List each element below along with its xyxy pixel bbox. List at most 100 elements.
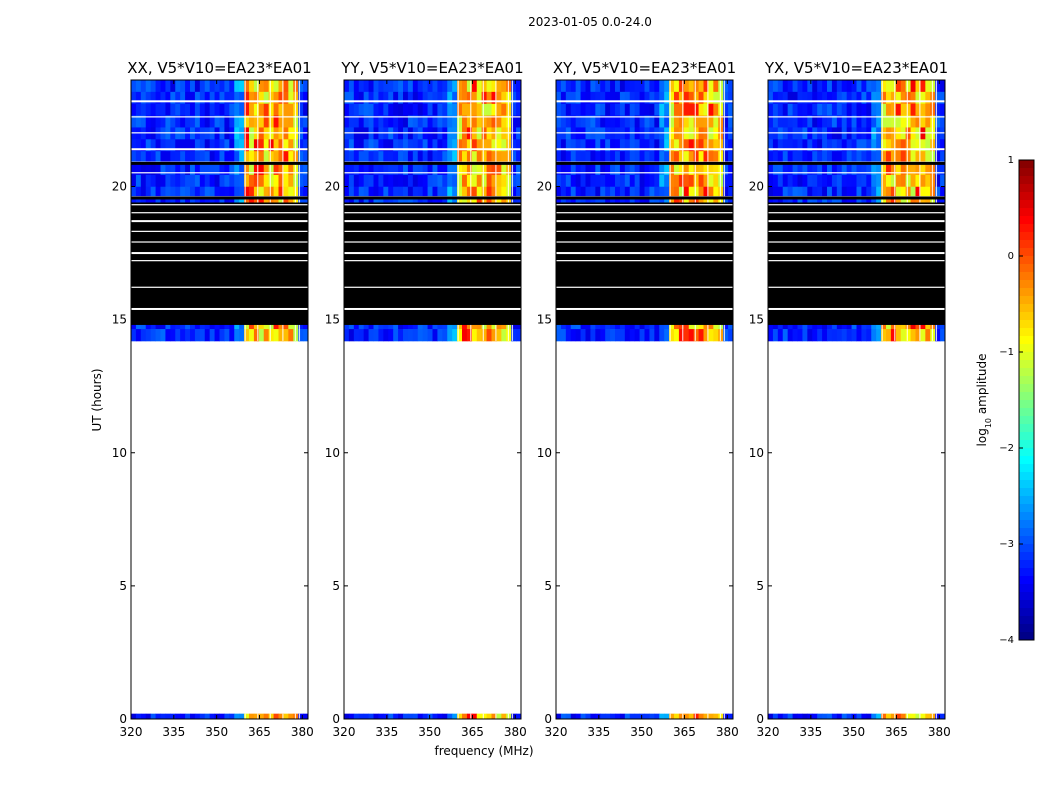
heatmap-cell (466, 91, 473, 105)
heatmap-cell (841, 186, 848, 199)
heatmap-cell (383, 139, 389, 152)
heatmap-cell (728, 103, 734, 116)
x-tick-label: 350 (418, 725, 441, 739)
heatmap-cell (610, 80, 616, 93)
heatmap-cell (501, 115, 507, 128)
heatmap-cell (393, 139, 399, 152)
heatmap-cell (876, 713, 882, 720)
heatmap-cell (185, 80, 191, 93)
heatmap-cell (268, 163, 274, 176)
heatmap-cell (501, 103, 507, 116)
heatmap-cell (160, 103, 166, 116)
heatmap-cell (263, 174, 270, 188)
colorbar-segment (1019, 424, 1034, 433)
heatmap-cell (363, 174, 369, 188)
heatmap-cell (170, 80, 176, 93)
heatmap-cell (890, 127, 897, 140)
heatmap-cell (185, 115, 191, 128)
heatmap-cell (457, 80, 463, 93)
heatmap-cell (214, 186, 220, 199)
heatmap-cell (476, 80, 483, 93)
data-gap (768, 230, 945, 232)
heatmap-cell (915, 151, 921, 164)
heatmap-cell (886, 163, 892, 176)
heatmap-cell (224, 713, 230, 720)
heatmap-cell (925, 91, 931, 105)
heatmap-cell (615, 103, 621, 116)
heatmap-cell (491, 186, 497, 199)
heatmap-cell (253, 174, 260, 188)
heatmap-cell (634, 80, 640, 93)
heatmap-cell (595, 186, 601, 199)
heatmap-cell (634, 127, 640, 140)
heatmap-cell (373, 103, 379, 116)
heatmap-cell (398, 103, 404, 116)
heatmap-cell (462, 115, 468, 128)
heatmap-cell (605, 139, 611, 152)
heatmap-cell (915, 91, 921, 105)
heatmap-cell (273, 139, 279, 152)
heatmap-cell (288, 151, 294, 164)
heatmap-cell (268, 103, 274, 116)
heatmap-cell (496, 80, 502, 93)
heatmap-cell (807, 163, 813, 176)
colorbar-segment (1019, 280, 1034, 289)
heatmap-cell (940, 186, 946, 199)
heatmap-cell (575, 163, 581, 176)
heatmap-cell (595, 139, 601, 152)
colorbar-tick-label: −2 (999, 443, 1014, 454)
colorbar-segment (1019, 168, 1034, 177)
heatmap-cell (511, 91, 517, 105)
heatmap-cell (585, 139, 591, 152)
heatmap-cell (452, 91, 458, 105)
heatmap-cell (442, 139, 448, 152)
heatmap-cell (131, 80, 137, 93)
heatmap-cell (214, 713, 220, 720)
heatmap-cell (683, 139, 690, 152)
heatmap-cell (457, 127, 463, 140)
heatmap-cell (777, 174, 784, 188)
heatmap-cell (268, 713, 274, 720)
heatmap-cell (412, 186, 419, 199)
heatmap-cell (501, 80, 507, 93)
x-tick-label: 350 (630, 725, 653, 739)
heatmap-cell (639, 115, 645, 128)
heatmap-cell (273, 174, 279, 188)
heatmap-cell (140, 151, 147, 164)
heatmap-cell (204, 127, 211, 140)
heatmap-cell (600, 174, 606, 188)
heatmap-cell (170, 713, 176, 720)
heatmap-cell (135, 713, 142, 720)
heatmap-cell (772, 329, 779, 342)
heatmap-cell (303, 186, 309, 199)
heatmap-cell (496, 115, 502, 128)
heatmap-cell (412, 91, 419, 105)
heatmap-cell (861, 329, 867, 342)
heatmap-cell (150, 713, 156, 720)
heatmap-cell (175, 713, 181, 720)
heatmap-cell (605, 80, 611, 93)
heatmap-cell (432, 186, 438, 199)
heatmap-cell (812, 186, 818, 199)
heatmap-cell (886, 174, 892, 188)
colorbar-segment (1019, 456, 1034, 465)
heatmap-cell (688, 115, 695, 128)
heatmap-cell (486, 151, 492, 164)
heatmap-cell (378, 163, 384, 176)
heatmap-cell (447, 127, 453, 140)
heatmap-cell (234, 80, 240, 93)
heatmap-cell (155, 174, 161, 188)
heatmap-cell (268, 186, 274, 199)
flagged-region (768, 202, 945, 325)
heatmap-cell (496, 174, 502, 188)
heatmap-cell (224, 186, 230, 199)
heatmap-cell (792, 713, 798, 720)
heatmap-cell (190, 91, 196, 105)
heatmap-cell (728, 329, 734, 342)
heatmap-cell (876, 127, 882, 140)
heatmap-cell (876, 80, 882, 93)
heatmap-cell (575, 151, 581, 164)
heatmap-cell (905, 91, 911, 105)
heatmap-cell (491, 115, 497, 128)
heatmap-cell (768, 115, 774, 128)
